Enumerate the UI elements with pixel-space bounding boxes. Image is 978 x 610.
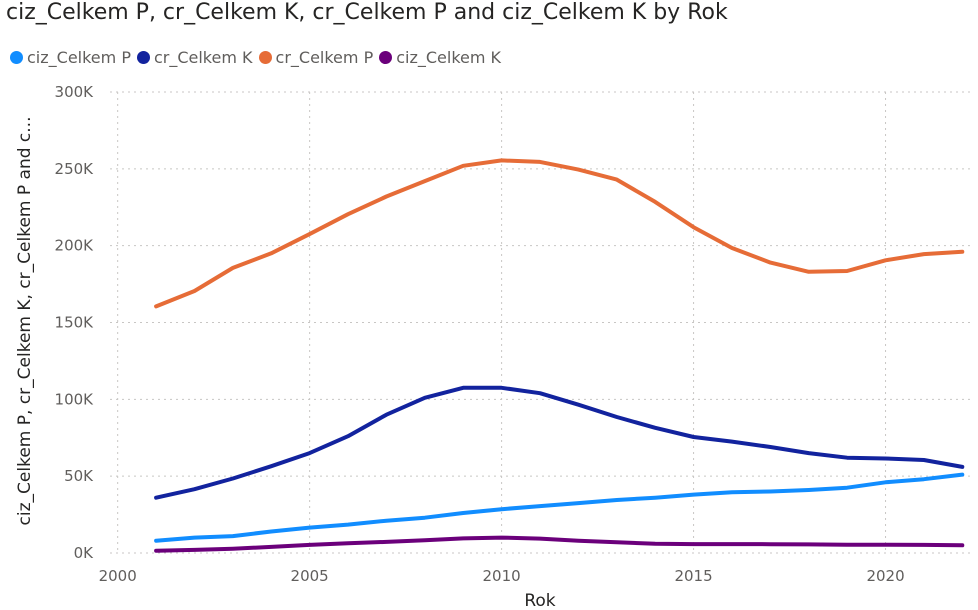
x-axis-title: Rok	[524, 591, 555, 610]
y-tick-label: 150K	[55, 314, 95, 332]
legend-item-ciz-celkem-p[interactable]: ciz_Celkem P	[10, 48, 131, 67]
series-line-cr-celkem-p	[154, 158, 965, 309]
legend-label: cr_Celkem P	[275, 47, 374, 67]
y-tick-label: 50K	[64, 467, 94, 485]
legend: ciz_Celkem P cr_Celkem K cr_Celkem P ciz…	[10, 45, 507, 69]
series-line-ciz-celkem-p	[154, 472, 965, 543]
legend-item-ciz-celkem-k[interactable]: ciz_Celkem K	[379, 48, 501, 67]
x-tick-label: 2015	[674, 567, 712, 585]
legend-label: cr_Celkem K	[153, 47, 253, 67]
y-tick-label: 0K	[74, 544, 95, 562]
plot-area	[154, 158, 965, 553]
x-tick-label: 2020	[866, 567, 904, 585]
chart-title: ciz_Celkem P, cr_Celkem K, cr_Celkem P a…	[6, 0, 728, 25]
series-line-cr-celkem-k	[154, 385, 965, 500]
series-line-ciz-celkem-k	[154, 535, 965, 553]
legend-marker	[136, 50, 150, 64]
y-tick-label: 200K	[55, 237, 95, 255]
x-tick-label: 2000	[99, 567, 137, 585]
y-tick-label: 100K	[55, 390, 95, 408]
y-axis: 0K 50K 100K 150K 200K 250K 300K	[55, 83, 95, 562]
y-tick-label: 300K	[55, 83, 95, 101]
legend-marker	[258, 50, 272, 64]
legend-label: ciz_Celkem K	[396, 47, 502, 67]
legend-item-cr-celkem-p[interactable]: cr_Celkem P	[258, 47, 374, 67]
x-tick-label: 2010	[483, 567, 521, 585]
x-tick-label: 2005	[291, 567, 329, 585]
legend-label: ciz_Celkem P	[27, 47, 131, 67]
x-axis: 2000 2005 2010 2015 2020	[99, 567, 905, 585]
legend-marker	[379, 50, 393, 64]
y-tick-label: 250K	[55, 160, 95, 178]
y-axis-title: ciz_Celkem P, cr_Celkem K, cr_Celkem P a…	[15, 117, 35, 526]
legend-item-cr-celkem-k[interactable]: cr_Celkem K	[136, 47, 253, 67]
gridlines	[110, 91, 970, 554]
legend-marker	[10, 50, 23, 64]
